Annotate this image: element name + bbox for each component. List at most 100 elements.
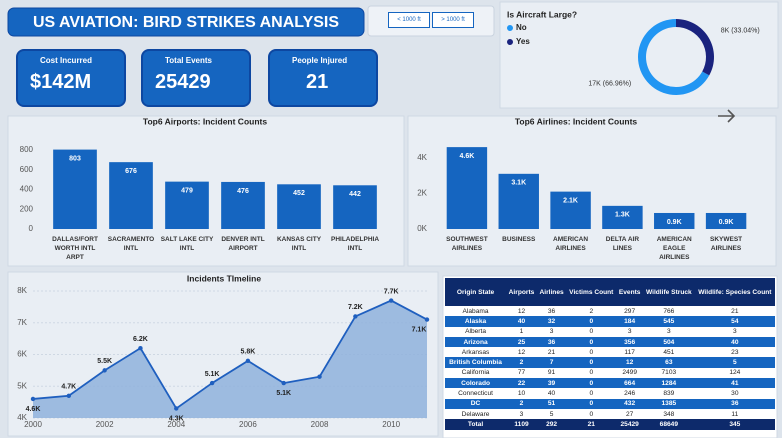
table-cell: 246	[624, 390, 636, 398]
table-cell: 1	[519, 328, 524, 336]
line	[32, 299, 428, 410]
table-cell: 0	[566, 336, 617, 348]
table-cell: 21	[566, 419, 617, 430]
table-row: Alabama 12 36 2 297 766 21	[445, 306, 775, 316]
kpi-value: 25429	[155, 71, 211, 93]
chart-title: Top6 Airlines: Incident Counts	[515, 116, 638, 126]
table-cell: 0	[589, 369, 594, 377]
y-tick-label: 400	[20, 185, 34, 194]
bar	[333, 185, 377, 229]
value-label: 7.2K	[348, 304, 363, 311]
table-cell: 2499	[622, 369, 637, 377]
table-cell: 0	[589, 410, 594, 418]
point	[174, 406, 179, 411]
y-tick-label: 800	[20, 145, 34, 154]
table-cell: 25429	[616, 419, 643, 430]
kpi-value: $142M	[30, 71, 92, 93]
table-row: Arizona 25 36 0 356 504 40	[445, 336, 775, 348]
x-tick-label: AMERICAN AIRLINES	[553, 236, 589, 252]
point	[102, 368, 107, 373]
table-cell: 345	[694, 419, 775, 430]
table-cell: Alabama	[462, 307, 489, 315]
value-label: 3.1K	[511, 180, 526, 187]
point	[353, 314, 358, 319]
table-cell: 2	[506, 357, 537, 368]
x-tick-label: DENVER INTL AIRPORT	[221, 236, 265, 252]
value-label: 803	[69, 155, 81, 162]
table-cell: 0	[589, 390, 594, 398]
table-cell: 297	[624, 307, 636, 315]
filter-button[interactable]: < 1000 ft	[388, 12, 430, 28]
value-label: 4.3K	[169, 415, 184, 422]
table-cell: Arkansas	[461, 348, 490, 356]
table-row: Alaska 40 32 0 184 545 54	[445, 316, 775, 327]
table-cell: 77	[517, 369, 526, 377]
table-cell: 5	[694, 357, 775, 368]
x-tick-label: 2004	[167, 420, 185, 429]
table-cell: 54	[694, 316, 775, 327]
table-row: Delaware 3 5 0 27 348 11	[445, 409, 775, 419]
table-cell: Alaska	[445, 316, 507, 327]
next-arrow[interactable]	[718, 109, 736, 123]
value-label: 2.1K	[563, 197, 578, 204]
legend-label: Yes	[516, 37, 530, 46]
value-label: 1.3K	[615, 212, 630, 219]
table-cell: 0	[566, 316, 617, 327]
value-label: 0.9K	[667, 219, 682, 226]
table-cell: Arizona	[445, 336, 507, 348]
table-cell: 10	[517, 390, 526, 398]
y-tick-label: 5K	[17, 381, 27, 390]
table-cell: 40	[547, 390, 556, 398]
table-cell: 39	[536, 378, 567, 389]
legend-label: No	[516, 23, 527, 32]
table-cell: 3	[627, 328, 632, 336]
legend-marker	[507, 25, 513, 31]
table-cell: 21	[547, 348, 556, 356]
point	[66, 393, 72, 398]
table-row: British Columbia 2 7 0 12 63 5	[445, 357, 775, 368]
bar	[498, 173, 539, 229]
column-header: Victims Count	[566, 278, 617, 306]
x-tick-label: 2002	[96, 420, 114, 429]
table-cell: 2	[589, 307, 594, 315]
chart-title: Top6 Airports: Incident Counts	[143, 116, 267, 126]
table-cell: British Columbia	[445, 357, 507, 368]
donut-slice	[676, 19, 714, 76]
column-header: Airports	[506, 278, 537, 306]
kpi-card: Cost Incurred $142M	[16, 49, 126, 107]
x-tick-label: BUSINESS	[502, 236, 536, 243]
table-cell: Total	[445, 419, 507, 430]
value-label: 5.1K	[276, 390, 291, 397]
table-cell: 12	[517, 348, 526, 356]
data-table: Origin State Airports Airlines Victims Coun…	[445, 278, 775, 436]
point	[30, 396, 36, 402]
x-tick-label: 2010	[382, 420, 400, 429]
value-label: 0.9K	[719, 219, 734, 226]
table-cell: 0	[566, 357, 617, 368]
value-label: 7.7K	[384, 288, 399, 295]
kpi-card: People Injured 21	[268, 49, 378, 107]
kpi-label: Cost Incurred	[40, 56, 93, 65]
kpi-value: 21	[306, 71, 329, 93]
kpi-card: Total Events 25429	[141, 49, 251, 107]
table: Origin State Airports Airlines Victims Coun…	[445, 278, 775, 430]
table-cell: 63	[642, 357, 695, 368]
value-label: 442	[349, 191, 361, 198]
filter-button[interactable]: > 1000 ft	[432, 12, 474, 28]
table-cell: 32	[536, 316, 567, 327]
x-tick-label: DELTA AIR LINES	[605, 236, 640, 252]
y-tick-label: 0K	[417, 224, 427, 233]
title-box	[7, 7, 365, 37]
y-tick-label: 200	[20, 204, 34, 213]
table-cell: 292	[536, 419, 567, 430]
value-label: 5.1K	[205, 371, 220, 378]
y-tick-label: 0	[29, 224, 34, 233]
table-cell: 356	[616, 336, 643, 348]
bar	[53, 149, 97, 229]
x-tick-label: SALT LAKE CITY INTL	[160, 236, 214, 252]
value-label: 4.6K	[460, 153, 475, 160]
kpi-label: Total Events	[165, 56, 212, 65]
y-tick-label: 2K	[417, 189, 427, 198]
table-cell: 3	[519, 410, 524, 418]
x-tick-label: AMERICAN EAGLE AIRLINES	[656, 236, 692, 261]
